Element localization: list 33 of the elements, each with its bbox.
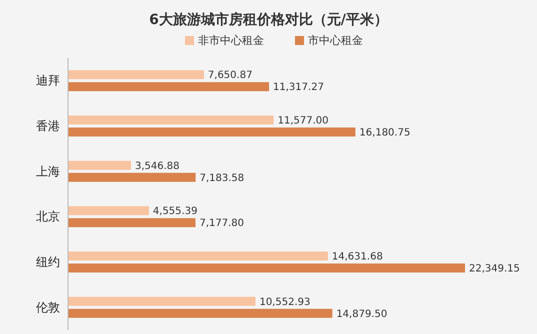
bar xyxy=(68,264,465,272)
bar xyxy=(68,206,149,216)
data-label: 7,183.58 xyxy=(200,172,244,184)
data-label: 7,177.80 xyxy=(200,218,244,230)
data-label: 11,317.27 xyxy=(273,82,324,94)
data-label: 22,349.15 xyxy=(469,264,520,274)
chart-title: 6大旅游城市房租价格对比（元/平米） xyxy=(149,11,388,28)
y-tick-label: 伦敦 xyxy=(36,300,60,314)
y-tick-label: 纽约 xyxy=(36,255,60,269)
bar xyxy=(68,218,196,228)
legend-label: 市中心租金 xyxy=(308,34,363,47)
data-label: 14,631.68 xyxy=(332,252,383,262)
bar xyxy=(68,82,270,92)
bar xyxy=(68,70,204,80)
data-label: 4,555.39 xyxy=(152,206,198,218)
legend-label: 非市中心租金 xyxy=(198,34,264,47)
data-label: 11,577.00 xyxy=(278,116,329,126)
data-label: 7,650.87 xyxy=(208,70,252,82)
bar xyxy=(68,252,328,260)
bar xyxy=(68,116,274,124)
bar xyxy=(68,160,132,170)
data-label: 3,546.88 xyxy=(135,160,180,172)
bar xyxy=(68,308,332,318)
y-tick-label: 上海 xyxy=(36,164,60,178)
bar xyxy=(68,128,356,136)
data-label: 10,552.93 xyxy=(259,296,310,308)
y-tick-label: 香港 xyxy=(36,119,60,133)
data-label: 14,879.50 xyxy=(336,308,388,320)
y-tick-label: 北京 xyxy=(36,210,60,224)
bar xyxy=(68,172,196,182)
bar xyxy=(68,296,256,306)
data-label: 16,180.75 xyxy=(359,128,410,138)
y-tick-label: 迪拜 xyxy=(36,74,60,88)
